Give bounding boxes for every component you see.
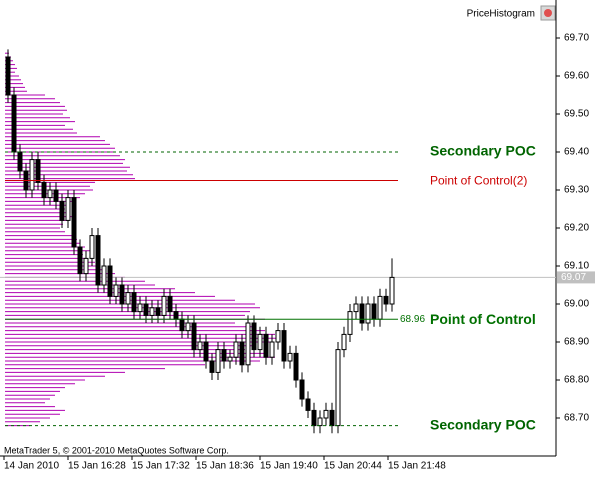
y-tick-label: 68.70 — [564, 413, 589, 424]
y-tick-label: 69.60 — [564, 71, 589, 82]
level-label: Point of Control — [430, 311, 536, 327]
x-tick-label: 15 Jan 20:44 — [324, 461, 382, 472]
indicator-name: PriceHistogram — [467, 9, 535, 20]
candle-body — [215, 349, 221, 373]
level-value-label: 68.96 — [400, 314, 425, 325]
candle-body — [95, 235, 101, 286]
candle-body — [119, 284, 125, 305]
y-tick-label: 69.10 — [564, 261, 589, 272]
candle-body — [53, 189, 59, 202]
candle-body — [35, 159, 41, 183]
candle-body — [281, 330, 287, 362]
candle-body — [173, 311, 179, 320]
x-tick-label: 15 Jan 16:28 — [68, 461, 126, 472]
candle-body — [329, 409, 335, 427]
level-label: Point of Control(2) — [430, 174, 527, 188]
candle-body — [11, 94, 17, 153]
candle-body — [305, 398, 311, 411]
x-tick-label: 15 Jan 21:48 — [388, 461, 446, 472]
candle-body — [131, 292, 137, 313]
candle-body — [179, 318, 185, 332]
candle-body — [389, 276, 395, 305]
x-tick-label: 15 Jan 17:32 — [132, 461, 190, 472]
candle-body — [185, 322, 191, 332]
candle-body — [257, 333, 263, 351]
candle-body — [293, 352, 299, 381]
candle-body — [287, 352, 293, 362]
candle-body — [317, 417, 323, 427]
candle-body — [311, 409, 317, 427]
candle-body — [233, 341, 239, 358]
candle-body — [341, 333, 347, 351]
candle-body — [203, 341, 209, 362]
candle-body — [89, 235, 95, 259]
candle-body — [143, 303, 149, 316]
candle-body — [155, 307, 161, 316]
candle-body — [77, 246, 83, 275]
candle-body — [383, 295, 389, 305]
y-tick-label: 69.40 — [564, 147, 589, 158]
candle-body — [29, 159, 35, 191]
candle-body — [191, 322, 197, 351]
candle-body — [335, 349, 341, 427]
x-tick-label: 15 Jan 19:40 — [260, 461, 318, 472]
candle-body — [83, 257, 89, 275]
candle-body — [269, 341, 275, 358]
y-tick-label: 68.90 — [564, 337, 589, 348]
x-tick-label: 14 Jan 2010 — [4, 461, 59, 472]
current-price-box — [557, 271, 595, 284]
candle-body — [59, 200, 65, 221]
candle-body — [197, 341, 203, 351]
x-tick-label: 15 Jan 18:36 — [196, 461, 254, 472]
candle-body — [371, 303, 377, 320]
candle-body — [17, 151, 23, 172]
candle-body — [221, 349, 227, 362]
candle-body — [251, 322, 257, 351]
candle-body — [239, 341, 245, 366]
candle-body — [377, 295, 383, 320]
candle-body — [275, 330, 281, 343]
candle-body — [359, 303, 365, 324]
y-tick-label: 68.80 — [564, 375, 589, 386]
candle-body — [101, 265, 107, 286]
candle-body — [353, 303, 359, 313]
candle-body — [113, 284, 119, 297]
candle-body — [263, 333, 269, 358]
candle-body — [323, 409, 329, 419]
candle-body — [65, 197, 71, 221]
candle-body — [149, 307, 155, 316]
current-price-label: 69.07 — [561, 272, 586, 283]
candle-body — [161, 295, 167, 316]
candle-body — [125, 292, 131, 305]
copyright: MetaTrader 5, © 2001-2010 MetaQuotes Sof… — [4, 445, 229, 455]
candle-body — [347, 311, 353, 335]
candle-body — [365, 303, 371, 324]
icon-dot — [544, 9, 552, 17]
y-tick-label: 69.00 — [564, 299, 589, 310]
y-tick-label: 69.30 — [564, 185, 589, 196]
candle-body — [245, 322, 251, 366]
candle-body — [71, 197, 77, 248]
candle-body — [107, 265, 113, 297]
candle-body — [47, 189, 53, 199]
candle-body — [209, 360, 215, 373]
y-tick-label: 69.70 — [564, 33, 589, 44]
level-label: Secondary POC — [430, 416, 536, 432]
candle-body — [137, 303, 143, 313]
candle-body — [41, 181, 47, 199]
candle-body — [167, 295, 173, 313]
candle-body — [227, 356, 233, 362]
candle-body — [299, 379, 305, 400]
y-tick-label: 69.20 — [564, 223, 589, 234]
y-tick-label: 69.50 — [564, 109, 589, 120]
level-label: Secondary POC — [430, 143, 536, 159]
candle-body — [5, 56, 11, 96]
